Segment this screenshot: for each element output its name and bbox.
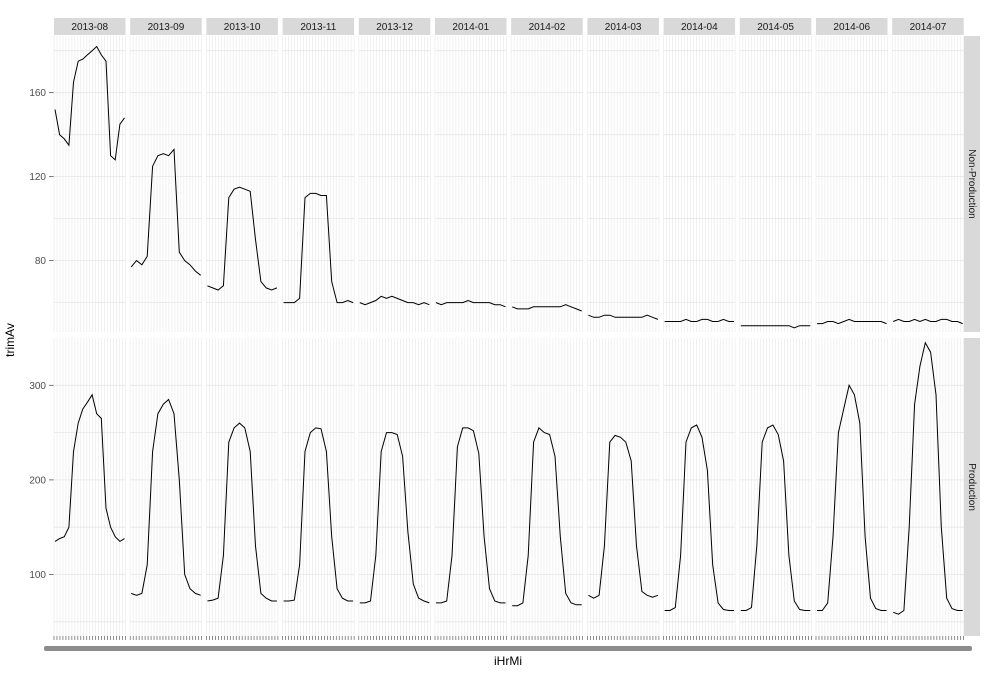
facet-strip	[663, 18, 736, 35]
facet-strip	[54, 18, 126, 35]
series-line	[283, 427, 354, 602]
series-line	[207, 422, 277, 602]
series-line	[817, 383, 887, 611]
series-line	[359, 295, 430, 306]
series-line	[512, 427, 582, 607]
facet-strip-label: 2014-01	[452, 22, 489, 33]
series-line	[893, 318, 963, 325]
series-line	[588, 314, 659, 320]
series-line	[130, 148, 202, 276]
facet-strip-label: 2014-06	[833, 22, 870, 33]
series-line	[54, 393, 125, 543]
facet-strip-label: 2013-10	[224, 22, 261, 33]
series-line	[893, 341, 963, 615]
y-tick-label: 200	[29, 475, 46, 486]
facet-strip-label: 2013-11	[300, 22, 336, 33]
series-line	[359, 432, 430, 604]
series-line	[435, 299, 506, 308]
facet-strip-label: 2014-03	[605, 22, 642, 33]
series-line	[283, 192, 354, 304]
facet-strip-label: 2013-08	[71, 22, 108, 33]
facet-strip	[587, 18, 659, 35]
series-line	[740, 424, 811, 611]
series-line	[512, 304, 582, 312]
facet-strip	[892, 18, 964, 35]
row-strip	[963, 338, 980, 636]
facet-strip-label: 2013-09	[148, 22, 185, 33]
row-strip	[963, 36, 980, 332]
facet-strip	[206, 18, 278, 35]
y-tick-label: 80	[35, 256, 47, 267]
y-tick-label: 120	[29, 172, 46, 183]
facet-strip	[511, 18, 583, 35]
series-line	[664, 318, 735, 322]
facet-strip	[130, 18, 202, 35]
series-line	[664, 424, 735, 611]
row-strip-label: Non-Production	[966, 149, 977, 218]
series-line	[131, 398, 201, 596]
facet-strip	[739, 18, 812, 35]
facet-strip-label: 2014-04	[681, 22, 718, 33]
series-line	[740, 325, 811, 329]
facet-strip	[282, 18, 355, 35]
series-line	[54, 45, 125, 161]
row-strip-label: Production	[966, 463, 977, 511]
facet-strip-label: 2014-05	[757, 22, 794, 33]
series-line	[588, 434, 659, 599]
series-line	[436, 427, 506, 604]
y-tick-label: 100	[29, 570, 46, 581]
y-tick-label: 300	[29, 381, 46, 392]
facet-strip-label: 2013-12	[376, 22, 413, 33]
x-tick-labels-overlap	[44, 646, 972, 651]
x-axis-title: iHrMi	[494, 654, 522, 668]
y-tick-label: 160	[29, 88, 46, 99]
facet-strip-label: 2014-02	[529, 22, 566, 33]
facet-strip	[816, 18, 888, 35]
facet-strip-label: 2014-07	[910, 22, 947, 33]
y-axis-title: trimAv	[3, 323, 17, 357]
series-line	[207, 186, 278, 291]
facet-strip	[435, 18, 507, 35]
facet-strip	[358, 18, 431, 35]
series-line	[817, 318, 887, 325]
